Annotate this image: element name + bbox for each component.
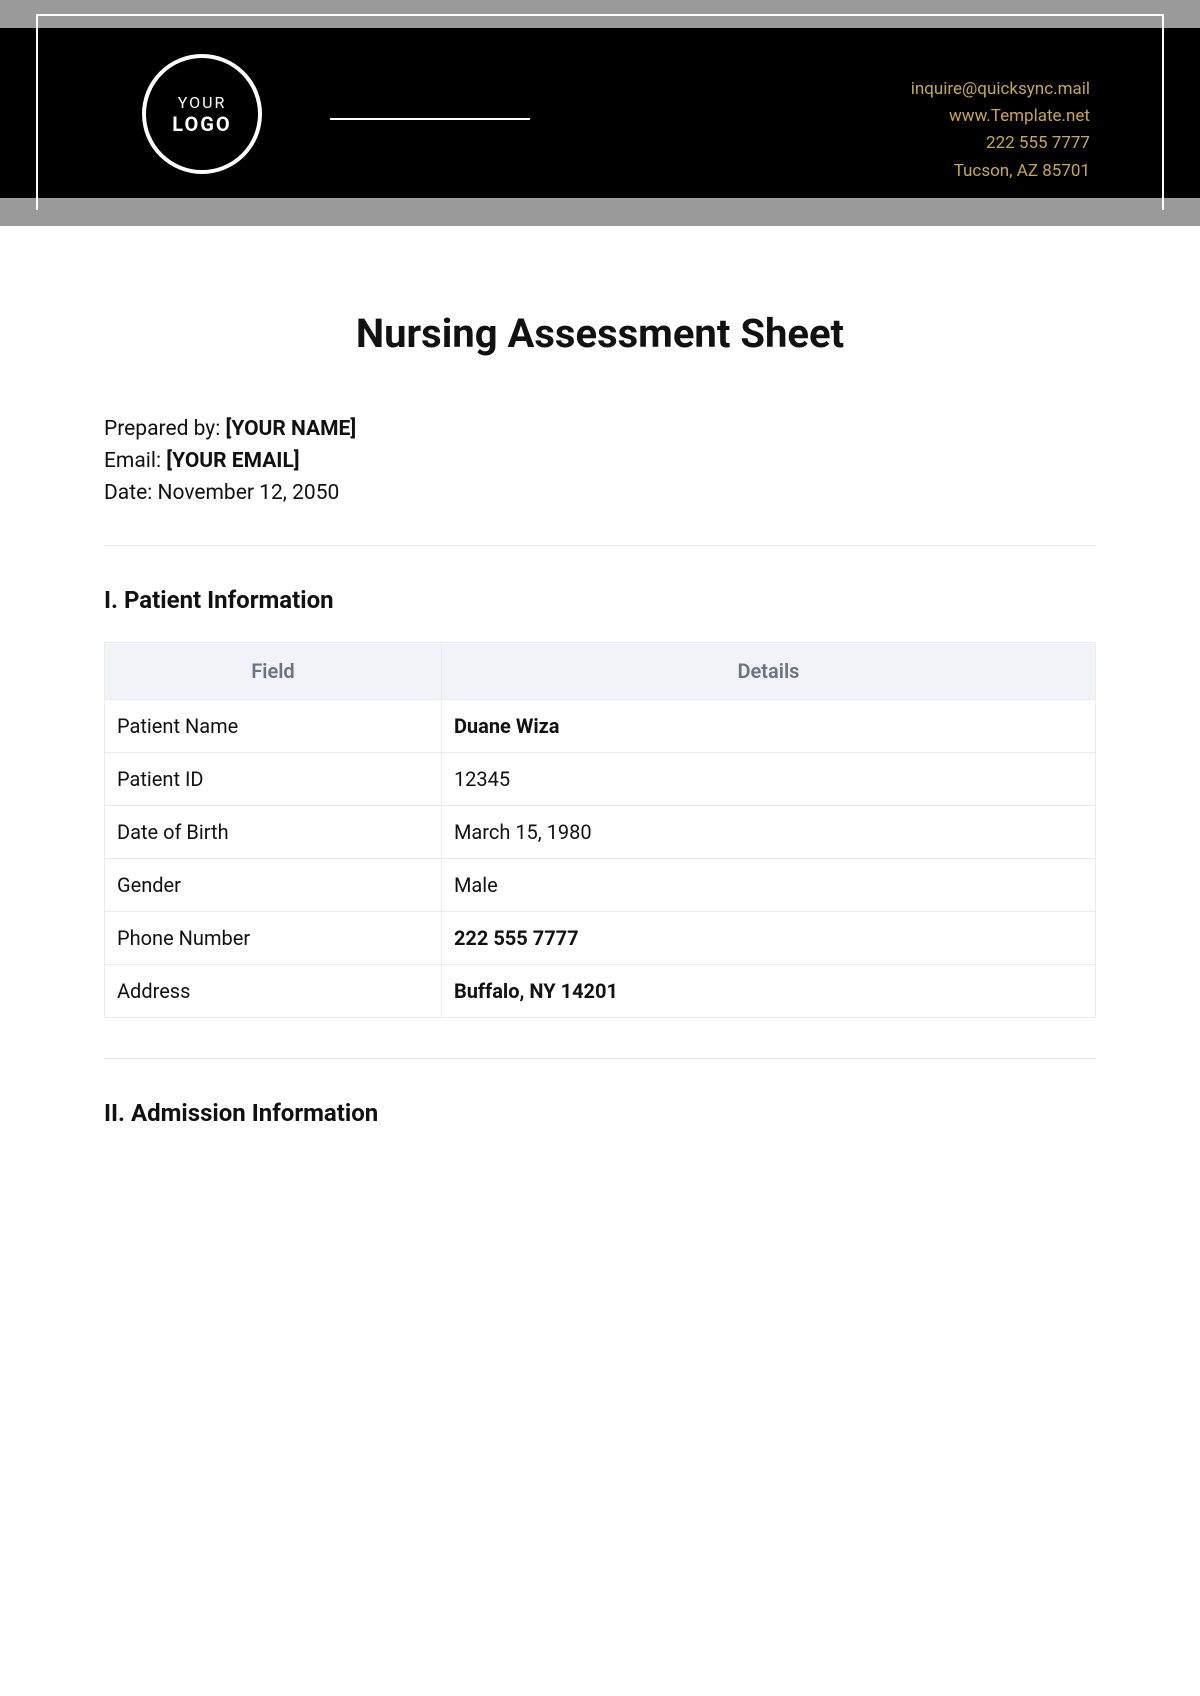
email-label: Email: bbox=[104, 449, 166, 473]
cell-details: 12345 bbox=[441, 753, 1095, 806]
logo-text-line1: YOUR bbox=[178, 93, 227, 112]
cell-details: Buffalo, NY 14201 bbox=[441, 965, 1095, 1018]
col-header-field: Field bbox=[105, 643, 442, 700]
cell-field: Patient ID bbox=[105, 753, 442, 806]
table-row: AddressBuffalo, NY 14201 bbox=[105, 965, 1096, 1018]
email-value: [YOUR EMAIL] bbox=[166, 449, 299, 473]
email-line: Email: [YOUR EMAIL] bbox=[104, 449, 1096, 473]
date-value: November 12, 2050 bbox=[158, 481, 340, 505]
table-row: Date of BirthMarch 15, 1980 bbox=[105, 806, 1096, 859]
cell-field: Gender bbox=[105, 859, 442, 912]
logo-placeholder: YOUR LOGO bbox=[142, 54, 262, 174]
col-header-details: Details bbox=[441, 643, 1095, 700]
date-label: Date: bbox=[104, 481, 158, 505]
cell-details: March 15, 1980 bbox=[441, 806, 1095, 859]
contact-phone: 222 555 7777 bbox=[911, 130, 1090, 157]
section-divider bbox=[104, 1058, 1096, 1059]
section-divider bbox=[104, 545, 1096, 546]
contact-website: www.Template.net bbox=[911, 103, 1090, 130]
cell-field: Patient Name bbox=[105, 700, 442, 753]
page-title: Nursing Assessment Sheet bbox=[104, 310, 1096, 357]
cell-field: Phone Number bbox=[105, 912, 442, 965]
section-heading-patient-info: I. Patient Information bbox=[104, 586, 1096, 614]
cell-details: Duane Wiza bbox=[441, 700, 1095, 753]
prepared-by-line: Prepared by: [YOUR NAME] bbox=[104, 417, 1096, 441]
logo-text-line2: LOGO bbox=[172, 112, 231, 136]
contact-email: inquire@quicksync.mail bbox=[911, 76, 1090, 103]
table-row: Patient ID12345 bbox=[105, 753, 1096, 806]
contact-address: Tucson, AZ 85701 bbox=[911, 158, 1090, 185]
table-row: Patient NameDuane Wiza bbox=[105, 700, 1096, 753]
table-header-row: Field Details bbox=[105, 643, 1096, 700]
prepared-by-label: Prepared by: bbox=[104, 417, 226, 441]
prepared-by-value: [YOUR NAME] bbox=[226, 417, 357, 441]
date-line: Date: November 12, 2050 bbox=[104, 481, 1096, 505]
table-row: Phone Number222 555 7777 bbox=[105, 912, 1096, 965]
cell-details: 222 555 7777 bbox=[441, 912, 1095, 965]
document-body: Nursing Assessment Sheet Prepared by: [Y… bbox=[104, 300, 1096, 1155]
cell-field: Date of Birth bbox=[105, 806, 442, 859]
header-divider-line bbox=[330, 118, 530, 120]
cell-field: Address bbox=[105, 965, 442, 1018]
section-heading-admission-info: II. Admission Information bbox=[104, 1099, 1096, 1127]
table-row: GenderMale bbox=[105, 859, 1096, 912]
cell-details: Male bbox=[441, 859, 1095, 912]
contact-info: inquire@quicksync.mail www.Template.net … bbox=[911, 76, 1090, 185]
patient-info-table: Field Details Patient NameDuane WizaPati… bbox=[104, 642, 1096, 1018]
